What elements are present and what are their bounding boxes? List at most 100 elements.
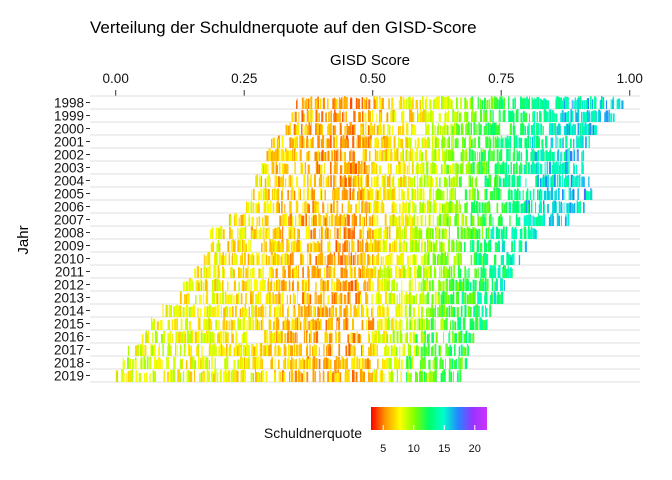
heatmap-tile (173, 369, 175, 382)
heatmap-tile (393, 187, 396, 200)
y-tick-label: 2002 (54, 148, 84, 163)
heatmap-tile (262, 317, 264, 330)
heatmap-tile (409, 148, 412, 161)
heatmap-tile (359, 164, 361, 174)
heatmap-tile (565, 177, 568, 187)
heatmap-tile (296, 242, 298, 252)
heatmap-tile (508, 110, 511, 122)
heatmap-tile (366, 265, 369, 278)
heatmap-tile (495, 97, 498, 109)
heatmap-tile (550, 215, 552, 226)
heatmap-tile (288, 344, 290, 356)
heatmap-tile (393, 148, 395, 161)
heatmap-tile (565, 96, 568, 109)
heatmap-tile (335, 113, 337, 122)
heatmap-tile (376, 113, 378, 122)
heatmap-tile (309, 242, 311, 252)
heatmap-tile (360, 334, 362, 343)
heatmap-tile (426, 96, 428, 109)
heatmap-tile (550, 176, 553, 187)
heatmap-tile (348, 333, 350, 343)
heatmap-tile (386, 137, 389, 148)
heatmap-tile (408, 359, 410, 369)
heatmap-tile (472, 240, 475, 252)
heatmap-tile (427, 200, 430, 213)
heatmap-tile (469, 306, 472, 317)
heatmap-tile (589, 191, 591, 200)
heatmap-tile (271, 279, 273, 291)
heatmap-tile (481, 161, 483, 174)
heatmap-tile (340, 304, 342, 317)
heatmap-tile (363, 161, 366, 174)
heatmap-tile (421, 162, 424, 174)
heatmap-tile (251, 189, 253, 200)
heatmap-tile (292, 268, 294, 278)
heatmap-tile (501, 278, 504, 291)
heatmap-tile (401, 291, 403, 304)
heatmap-tile (130, 372, 132, 382)
heatmap-tile (310, 330, 312, 343)
heatmap-tile (392, 109, 394, 122)
heatmap-tile (507, 265, 509, 278)
heatmap-tile (446, 139, 449, 148)
heatmap-tile (285, 213, 288, 226)
heatmap-tile (414, 278, 416, 291)
heatmap-tile (295, 332, 297, 343)
heatmap-tile (269, 281, 272, 291)
heatmap-tile (518, 201, 520, 213)
heatmap-tile (538, 190, 541, 200)
heatmap-tile (367, 109, 370, 122)
heatmap-tile (338, 294, 341, 304)
heatmap-tile (158, 347, 160, 356)
heatmap-tile (377, 201, 380, 213)
heatmap-tile (223, 307, 226, 317)
y-tick-label: 1999 (54, 109, 84, 124)
heatmap-tile (324, 281, 326, 291)
heatmap-tile (333, 293, 335, 304)
heatmap-tile (343, 294, 346, 304)
heatmap-tile (405, 214, 408, 226)
heatmap-tile (380, 204, 382, 213)
heatmap-tile (458, 213, 459, 226)
heatmap-tile (554, 162, 556, 174)
heatmap-tile (401, 149, 404, 161)
heatmap-tile (299, 135, 302, 148)
heatmap-tile (192, 281, 194, 291)
heatmap-tile (516, 152, 519, 161)
heatmap-tile (207, 317, 210, 330)
heatmap-tile (392, 330, 395, 343)
heatmap-tile (208, 373, 210, 382)
heatmap-tile (446, 201, 448, 213)
heatmap-tile (514, 98, 516, 109)
heatmap-tile (437, 123, 439, 135)
heatmap-tile (170, 345, 172, 356)
heatmap-tile (305, 280, 308, 291)
heatmap-tile (421, 239, 423, 252)
heatmap-tile (373, 256, 376, 265)
heatmap-tile (446, 307, 449, 317)
heatmap-tile (472, 138, 474, 148)
heatmap-tile (322, 97, 325, 109)
heatmap-tile (487, 122, 490, 135)
heatmap-tile (323, 175, 325, 187)
heatmap-tile (402, 161, 405, 174)
heatmap-tile (374, 369, 376, 382)
heatmap-tile (308, 321, 310, 330)
heatmap-tile (446, 125, 449, 135)
heatmap-tile (403, 99, 406, 109)
heatmap-tile (489, 191, 492, 200)
heatmap-tile (424, 330, 426, 343)
heatmap-tile (282, 321, 284, 330)
heatmap-tile (446, 112, 449, 122)
heatmap-tile (186, 318, 188, 330)
heatmap-tile (411, 152, 413, 161)
heatmap-tile (372, 254, 374, 265)
heatmap-tile (347, 334, 349, 343)
heatmap-tile (292, 332, 294, 343)
heatmap-tile (495, 174, 497, 187)
heatmap-tile (446, 266, 448, 278)
heatmap-tile (579, 96, 582, 109)
heatmap-tile (414, 255, 416, 265)
heatmap-tile (225, 253, 227, 265)
heatmap-tile (344, 217, 346, 226)
